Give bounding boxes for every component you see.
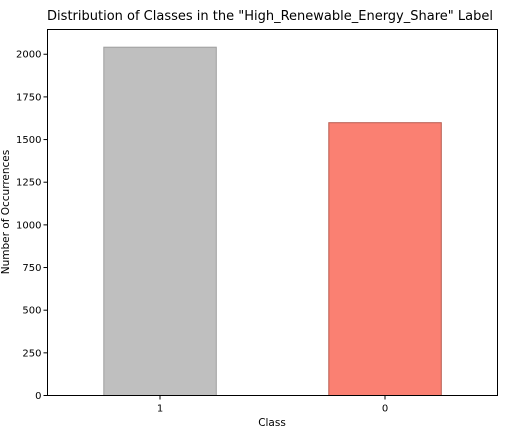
y-tick-label: 1750	[16, 92, 41, 103]
axes-frame	[47, 29, 498, 396]
y-tick-label: 500	[22, 306, 41, 317]
y-tick-label: 1000	[16, 220, 41, 231]
x-tick-label: 0	[382, 404, 388, 415]
y-axis-ticks: 0 250 500 750 1000 1250 1500 1750 2000	[16, 50, 48, 402]
chart-title: Distribution of Classes in the "High_Ren…	[47, 9, 493, 24]
y-axis-label: Number of Occurrences	[0, 150, 12, 274]
x-axis-label: Class	[258, 417, 286, 429]
x-tick-label: 1	[157, 404, 163, 415]
bars	[103, 46, 442, 396]
bar-class-1	[103, 46, 217, 396]
y-tick-label: 250	[22, 348, 41, 359]
bar-class-0	[328, 122, 442, 396]
y-tick-label: 1500	[16, 135, 41, 146]
y-tick-label: 2000	[16, 50, 41, 61]
y-tick-label: 0	[35, 391, 41, 402]
y-tick-label: 1250	[16, 178, 41, 189]
y-tick-label: 750	[22, 263, 41, 274]
